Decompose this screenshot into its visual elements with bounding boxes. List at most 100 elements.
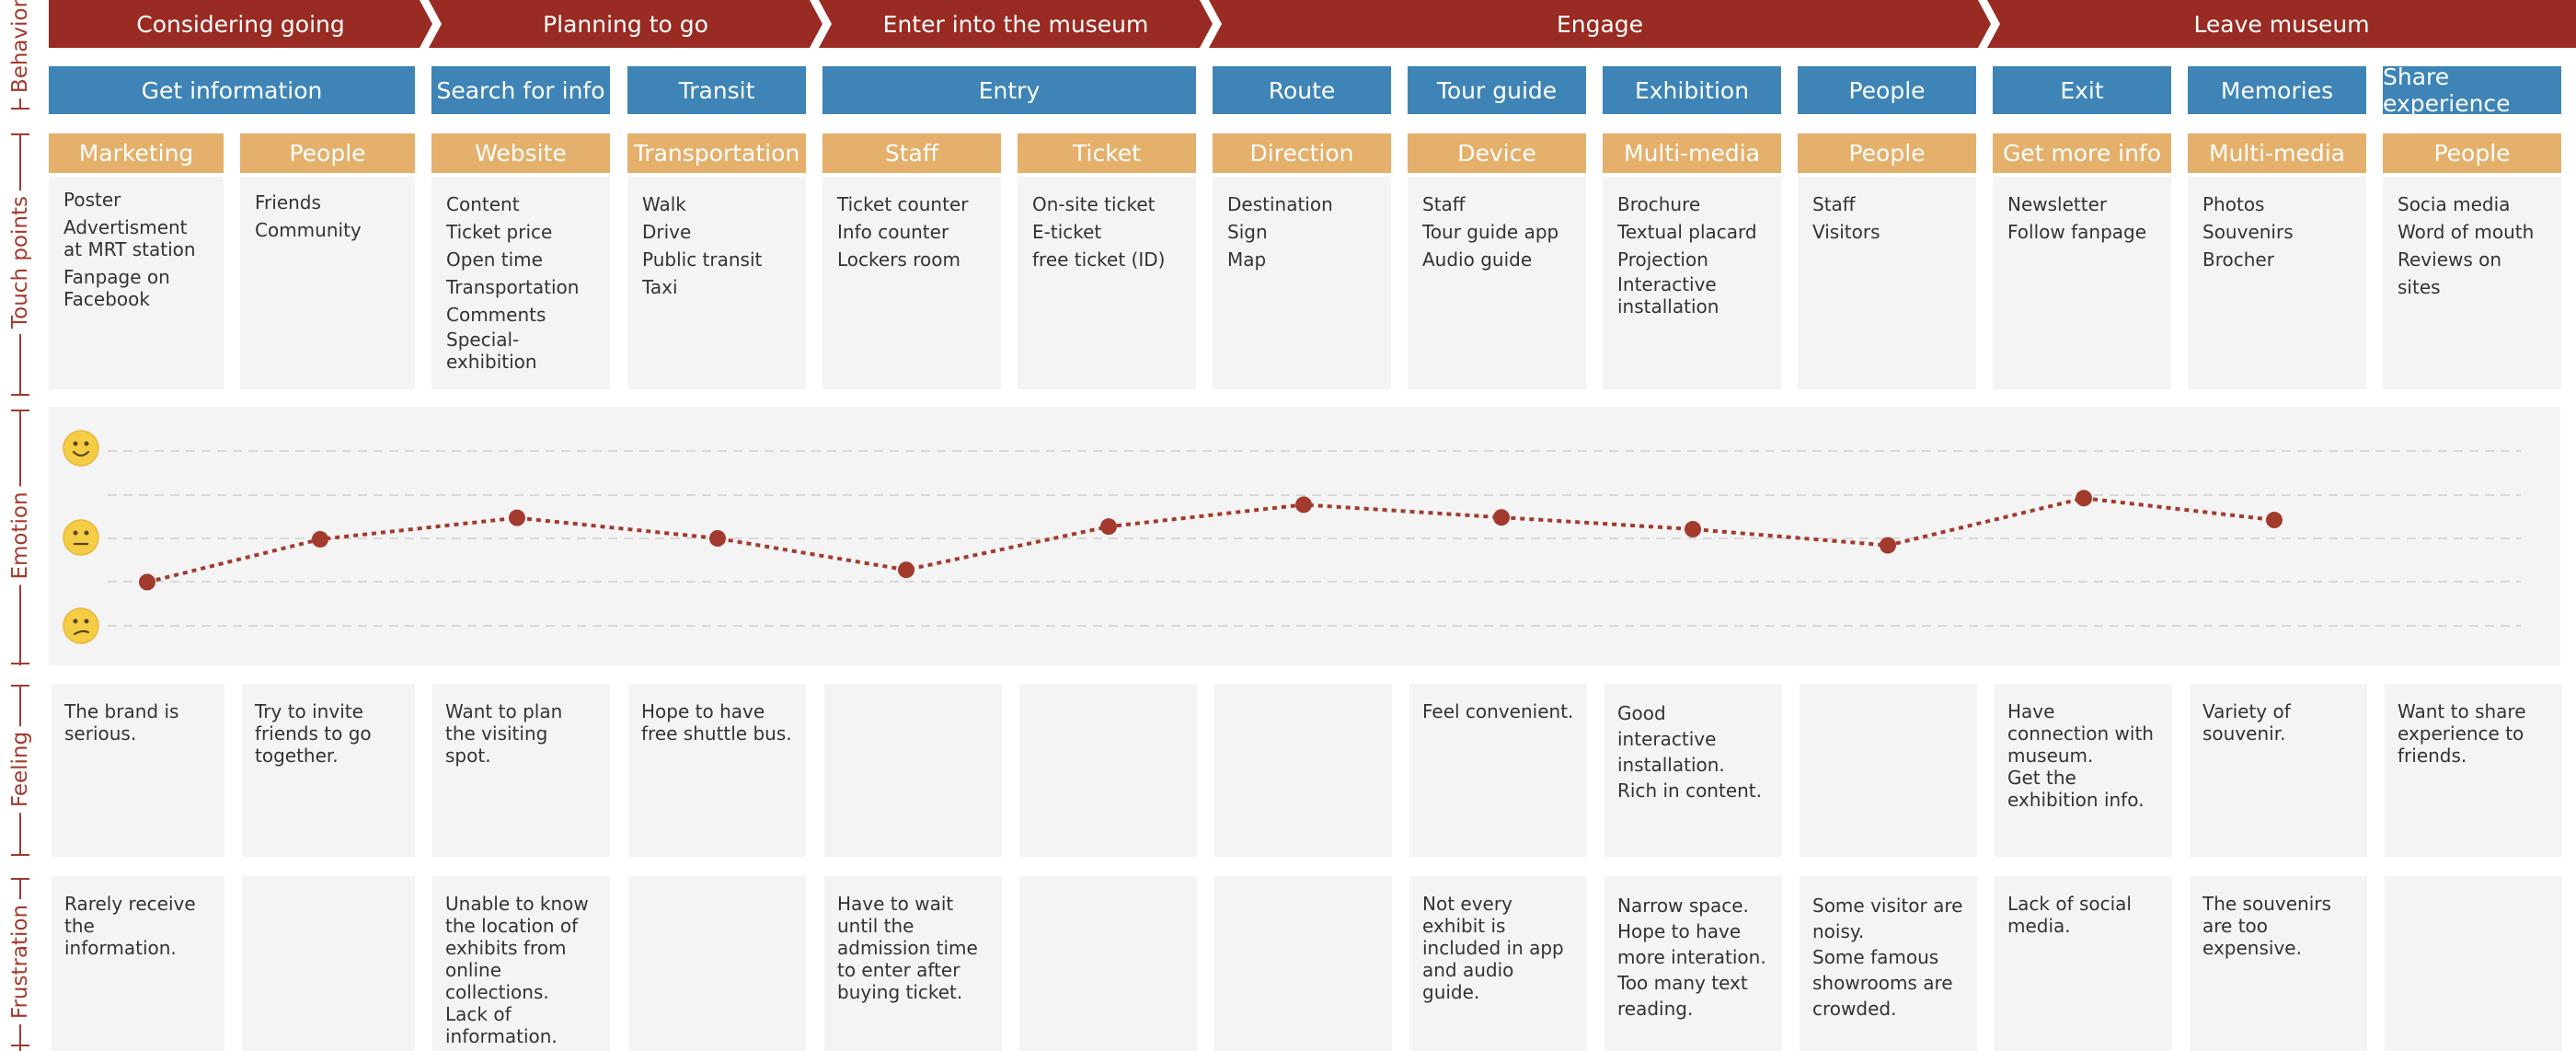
touchpoint-item: Audio guide xyxy=(1422,248,1533,271)
frustration-text: Have to wait until the admission time to… xyxy=(837,893,978,1003)
stage-share-experience: Share experience xyxy=(2383,64,2561,117)
stage-people: People xyxy=(1798,66,1976,114)
touchpoints-box: Ticket counter Info counter Lockers room xyxy=(822,177,1001,389)
frustration-text: Unable to know the location of exhibits … xyxy=(445,893,589,1047)
touchpoint-item: Friends xyxy=(255,191,321,214)
phase-label: Planning to go xyxy=(543,10,708,38)
touchpoint-item: Newsletter xyxy=(2007,193,2108,215)
touchpoint-item: Brochure xyxy=(1617,193,1701,215)
touchpoint-item: Word of mouth xyxy=(2398,221,2535,243)
happy-face-icon xyxy=(63,430,99,467)
feeling-box: The brand is serious. xyxy=(52,684,224,857)
touchpoints-box: Newsletter Follow fanpage xyxy=(1993,177,2171,389)
frustration-text: Not every exhibit is included in app and… xyxy=(1422,893,1564,1003)
emotion-point xyxy=(1880,537,1896,554)
frustration-box xyxy=(2385,876,2562,1051)
touchpoint-item: On-site ticket xyxy=(1032,193,1156,215)
frustration-text xyxy=(2385,876,2562,893)
feeling-box xyxy=(1019,684,1197,857)
frustration-text xyxy=(1019,876,1197,893)
touchpoint-item: free ticket (ID) xyxy=(1032,248,1166,271)
touchpoint-item: Socia media xyxy=(2398,193,2511,215)
emotion-line xyxy=(146,496,2275,584)
feeling-text: Good interactive installation. Rich in c… xyxy=(1617,702,1763,802)
frustration-text: Narrow space. Hope to have more interati… xyxy=(1617,895,1766,1020)
category-ticket: Ticket xyxy=(1018,133,1196,173)
feeling-text: Variety of souvenir. xyxy=(2202,700,2291,745)
touchpoints-box: Destination Sign Map xyxy=(1213,177,1391,389)
stage-exhibition: Exhibition xyxy=(1603,66,1781,114)
phase-engage: Engage xyxy=(1209,0,1991,48)
frustration-box xyxy=(1214,876,1392,1051)
touchpoint-item: Info counter xyxy=(837,221,949,243)
phase-enter-museum: Enter into the museum xyxy=(819,0,1213,48)
phase-label: Considering going xyxy=(136,10,345,38)
frustration-box: Narrow space. Hope to have more interati… xyxy=(1604,876,1782,1051)
frustration-box: Unable to know the location of exhibits … xyxy=(432,876,610,1051)
feeling-box xyxy=(824,684,1002,857)
touchpoint-item: Visitors xyxy=(1812,221,1880,243)
category-multi-media: Multi-media xyxy=(1603,133,1781,173)
phase-label: Enter into the museum xyxy=(882,10,1149,38)
frustration-text: Lack of social media. xyxy=(2007,893,2132,937)
frustration-box xyxy=(628,876,806,1051)
touchpoint-item: Reviews on sites xyxy=(2398,248,2502,298)
touchpoints-box: On-site ticket E-ticket free ticket (ID) xyxy=(1018,177,1196,389)
frustration-box: Not every exhibit is included in app and… xyxy=(1409,876,1587,1051)
emotion-point xyxy=(2076,490,2092,507)
emotion-point xyxy=(139,573,155,591)
frustration-box xyxy=(242,876,415,1051)
touchpoints-box: Poster Advertisment at MRT station Fanpa… xyxy=(49,177,224,389)
emotion-point xyxy=(1493,509,1510,526)
touchpoint-item: Interactive installation xyxy=(1617,273,1719,318)
feeling-text: The brand is serious. xyxy=(64,700,179,745)
frustration-box: Lack of social media. xyxy=(1995,876,2172,1051)
touchpoints-box: Friends Community xyxy=(240,177,415,389)
feeling-text xyxy=(1800,684,1977,700)
phase-planning-to-go: Planning to go xyxy=(429,0,822,48)
category-marketing: Marketing xyxy=(49,133,224,173)
feeling-box: Variety of souvenir. xyxy=(2190,684,2367,857)
touchpoint-item: Walk xyxy=(642,193,686,215)
touchpoint-item: Special-exhibition xyxy=(446,329,537,373)
category-website: Website xyxy=(431,133,610,173)
row-label-feeling: Feeling xyxy=(0,681,40,865)
touchpoint-item: Comments xyxy=(446,304,546,326)
frustration-text xyxy=(628,876,806,893)
category-people: People xyxy=(1798,133,1976,173)
touchpoint-item: Photos xyxy=(2202,193,2265,215)
touchpoint-item: Brocher xyxy=(2202,248,2274,271)
row-label-touch-points: Touch points xyxy=(0,129,40,405)
stage-route: Route xyxy=(1213,66,1391,114)
touchpoints-box: Photos Souvenirs Brocher xyxy=(2188,177,2366,389)
feeling-box: Want to plan the visiting spot. xyxy=(432,684,610,857)
feeling-box: Feel convenient. xyxy=(1409,684,1587,857)
feeling-box: Hope to have free shuttle bus. xyxy=(628,684,806,857)
touchpoint-item: Ticket counter xyxy=(837,193,969,215)
feeling-box: Want to share experience to friends. xyxy=(2385,684,2562,857)
neutral-face-icon xyxy=(63,519,99,556)
touchpoints-box: Staff Visitors xyxy=(1798,177,1976,389)
feeling-text: Want to share experience to friends. xyxy=(2398,700,2526,767)
stage-get-information: Get information xyxy=(49,66,415,114)
feeling-text xyxy=(1214,684,1392,700)
category-get-more-info: Get more info xyxy=(1993,133,2171,173)
feeling-text xyxy=(1019,684,1197,700)
emotion-point xyxy=(898,561,914,579)
feeling-box: Try to invite friends to go together. xyxy=(242,684,415,857)
touchpoint-item: Tour guide app xyxy=(1422,221,1559,243)
touchpoint-item: Follow fanpage xyxy=(2007,221,2147,243)
feeling-text: Want to plan the visiting spot. xyxy=(445,700,563,767)
touchpoint-item: Poster xyxy=(63,189,121,211)
emotion-point xyxy=(1295,496,1312,514)
category-device: Device xyxy=(1408,133,1586,173)
emotion-point xyxy=(1685,521,1701,538)
touchpoint-item: Destination Sign xyxy=(1227,193,1333,243)
frustration-box: Rarely receive the information. xyxy=(52,876,224,1051)
touchpoint-item: Advertisment at MRT station xyxy=(63,216,196,260)
row-label-emotion: Emotion xyxy=(0,405,40,672)
stage-transit: Transit xyxy=(627,66,806,114)
touchpoints-box: Walk Drive Public transit Taxi xyxy=(627,177,806,389)
category-transportation: Transportation xyxy=(627,133,806,173)
touchpoints-box: Staff Tour guide app Audio guide xyxy=(1408,177,1586,389)
